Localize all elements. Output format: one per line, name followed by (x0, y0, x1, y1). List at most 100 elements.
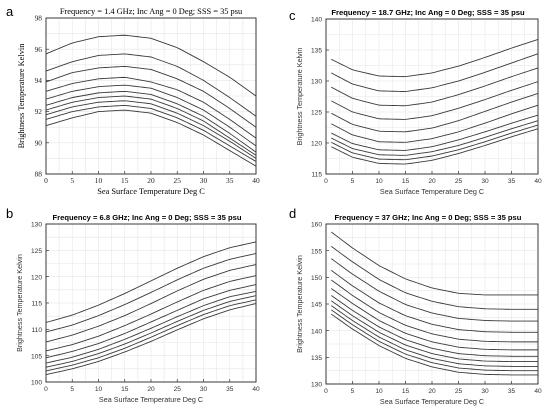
y-tick-label: 115 (311, 172, 322, 179)
x-axis-label: Sea Surface Temperature Deg C (99, 395, 203, 404)
series-line-9 (45, 303, 257, 376)
x-tick-label: 40 (534, 388, 542, 395)
x-tick-label: 5 (70, 386, 74, 393)
y-tick-label: 105 (31, 353, 42, 360)
series-line-2 (331, 246, 538, 310)
y-tick-label: 120 (311, 141, 322, 148)
x-tick-label: 20 (147, 176, 155, 185)
x-tick-label: 5 (70, 176, 74, 185)
x-tick-label: 10 (375, 388, 383, 395)
series-line-2 (331, 53, 539, 92)
x-tick-label: 0 (324, 178, 328, 185)
x-tick-label: 20 (147, 386, 155, 393)
panel-a: a 0 5 10 15 20 25 30 35 40 88 90 92 94 96 98 Frequency =… (6, 4, 260, 196)
series-line-1 (331, 39, 539, 78)
chart-title: Frequency = 6.8 GHz; Inc Ang = 0 Deg; SS… (53, 213, 242, 222)
x-tick-label: 5 (351, 388, 355, 395)
chart-title: Frequency = 37 GHz; Inc Ang = 0 Deg; SSS… (335, 213, 522, 222)
x-tick-label: 10 (95, 386, 103, 393)
x-tick-label: 35 (508, 388, 516, 395)
x-tick-label: 25 (455, 388, 463, 395)
series-line-3 (45, 264, 257, 343)
y-axis-label: Brightness Temperature Kelvin (17, 43, 26, 149)
y-axis-label: Brightness Temperature Kelvin (15, 254, 24, 352)
y-tick-label: 125 (311, 110, 322, 117)
series-line-1 (45, 34, 257, 97)
series-line-1 (331, 231, 538, 296)
series-line-10 (331, 128, 539, 165)
y-tick-label: 130 (311, 79, 322, 86)
y-tick-label: 150 (311, 275, 322, 282)
x-tick-label: 10 (95, 176, 103, 185)
panel-letter: c (289, 8, 296, 23)
series-line-8 (45, 100, 257, 159)
series-line-8 (331, 120, 539, 156)
x-tick-label: 30 (481, 388, 489, 395)
x-tick-label: 25 (174, 386, 182, 393)
x-tick-label: 40 (252, 386, 260, 393)
x-axis-label: Sea Surface Temperature Deg C (380, 397, 484, 406)
series-line-6 (45, 90, 257, 153)
x-tick-label: 20 (428, 388, 436, 395)
y-tick-label: 135 (311, 48, 322, 55)
chart-title: Frequency = 1.4 GHz; Inc Ang = 0 Deg; SS… (60, 7, 243, 16)
x-tick-label: 25 (174, 176, 182, 185)
series-line-5 (45, 84, 257, 147)
series-line-5 (331, 279, 538, 343)
x-tick-label: 20 (428, 178, 436, 185)
series-line-8 (45, 299, 257, 372)
y-tick-label: 145 (311, 302, 322, 309)
series-line-4 (45, 275, 257, 352)
series-line-10 (45, 109, 257, 167)
y-tick-label: 135 (311, 355, 322, 362)
y-tick-label: 160 (311, 222, 322, 229)
panel-b: b 0 5 10 15 20 25 30 35 40 100 105 110 115 120 125 130 Fr… (6, 206, 260, 404)
x-tick-label: 25 (455, 178, 463, 185)
series-line-1 (45, 241, 257, 323)
y-tick-label: 130 (31, 222, 42, 229)
panel-letter: a (6, 4, 14, 19)
series-line-4 (331, 270, 538, 333)
y-tick-label: 120 (31, 274, 42, 281)
y-tick-label: 94 (35, 76, 43, 85)
x-tick-label: 35 (226, 386, 234, 393)
chart-title: Frequency = 18.7 GHz; Inc Ang = 0 Deg; S… (331, 8, 525, 17)
series-line-4 (331, 81, 539, 120)
x-tick-label: 15 (402, 178, 410, 185)
x-tick-label: 5 (351, 178, 355, 185)
x-tick-label: 30 (200, 176, 208, 185)
y-axis-label: Brightness Temperature Kelvin (295, 48, 304, 146)
x-tick-label: 0 (324, 388, 328, 395)
y-tick-label: 155 (311, 248, 322, 255)
y-tick-label: 110 (31, 327, 42, 334)
x-tick-label: 30 (200, 386, 208, 393)
series-line-7 (45, 95, 257, 156)
series-line-2 (45, 253, 257, 333)
series-line-9 (45, 105, 257, 162)
series-line-10 (331, 309, 538, 372)
series-line-5 (331, 92, 539, 133)
y-tick-label: 98 (35, 14, 43, 23)
y-tick-label: 92 (35, 107, 43, 116)
y-tick-label: 140 (311, 328, 322, 335)
y-tick-label: 115 (31, 301, 42, 308)
series-line-6 (331, 104, 539, 143)
x-tick-label: 10 (375, 178, 383, 185)
x-tick-label: 15 (402, 388, 410, 395)
x-axis-label: Sea Surface Temperature Deg C (97, 187, 205, 196)
y-tick-label: 130 (311, 382, 322, 389)
panel-c: c 0 5 10 15 20 25 30 35 40 115 120 125 130 135 140 Frequ… (289, 8, 542, 196)
series-line-8 (331, 300, 538, 363)
series-line-6 (45, 290, 257, 364)
x-tick-label: 40 (534, 178, 542, 185)
x-tick-label: 35 (508, 178, 516, 185)
x-tick-label: 15 (121, 176, 129, 185)
x-tick-label: 35 (226, 176, 234, 185)
x-tick-label: 30 (481, 178, 489, 185)
series-line-7 (331, 114, 539, 151)
series-line-3 (45, 66, 257, 128)
y-tick-label: 125 (31, 248, 42, 255)
panel-letter: b (6, 206, 13, 221)
y-axis-label: Brightness Temperature Kelvin (295, 255, 304, 353)
series-line-3 (331, 258, 538, 322)
